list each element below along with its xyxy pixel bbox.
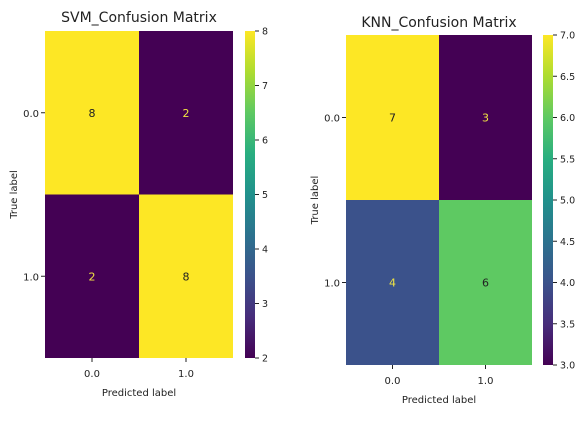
cell-value-label: 3: [482, 112, 489, 125]
x-axis-label: Predicted label: [402, 395, 476, 406]
heatmap-cell: [346, 35, 439, 200]
colorbar-tick-label: 5: [262, 190, 268, 201]
y-axis-label: True label: [310, 176, 321, 226]
y-axis-label: True label: [9, 170, 20, 220]
colorbar-tick-label: 7.0: [560, 31, 575, 42]
colorbar-tick-label: 4.0: [560, 278, 575, 289]
cell-value-label: 2: [89, 270, 96, 283]
colorbar-tick-label: 6: [262, 136, 268, 147]
colorbar-tick-label: 4.5: [560, 237, 575, 248]
heatmap-cell: [439, 35, 532, 200]
heatmap-cell: [439, 200, 532, 365]
y-tick-label: 1.0: [324, 279, 340, 290]
colorbar-tick-label: 3: [262, 299, 268, 310]
colorbar: [543, 35, 553, 365]
colorbar-tick-label: 5.5: [560, 154, 575, 165]
heatmap-cell: [346, 200, 439, 365]
colorbar-tick-label: 7: [262, 81, 268, 92]
x-tick-label: 0.0: [84, 369, 100, 380]
heatmap-cell: [45, 31, 139, 195]
cell-value-label: 4: [389, 277, 396, 290]
colorbar-tick-label: 3.5: [560, 319, 575, 330]
cell-value-label: 8: [89, 107, 96, 120]
x-tick-label: 1.0: [178, 369, 194, 380]
colorbar-tick-label: 5.0: [560, 196, 575, 207]
cell-value-label: 6: [482, 277, 489, 290]
cell-value-label: 2: [183, 107, 190, 120]
chart-title: KNN_Confusion Matrix: [361, 15, 516, 31]
y-tick-label: 1.0: [23, 272, 39, 283]
colorbar-tick-label: 4: [262, 245, 268, 256]
x-tick-label: 1.0: [478, 376, 494, 387]
colorbar-tick-label: 6.5: [560, 72, 575, 83]
heatmap-cell: [45, 194, 139, 358]
heatmap-cell: [139, 31, 233, 195]
colorbar-tick-label: 2: [262, 354, 268, 365]
colorbar: [245, 31, 255, 358]
cell-value-label: 8: [183, 270, 190, 283]
heatmap-cell: [139, 194, 233, 358]
cell-value-label: 7: [389, 112, 396, 125]
colorbar-tick-label: 3.0: [560, 361, 575, 372]
colorbar-tick-label: 6.0: [560, 113, 575, 124]
x-axis-label: Predicted label: [102, 388, 176, 399]
y-tick-label: 0.0: [324, 114, 340, 125]
x-tick-label: 0.0: [385, 376, 401, 387]
y-tick-label: 0.0: [23, 109, 39, 120]
colorbar-tick-label: 8: [262, 27, 268, 38]
chart-title: SVM_Confusion Matrix: [61, 10, 217, 26]
